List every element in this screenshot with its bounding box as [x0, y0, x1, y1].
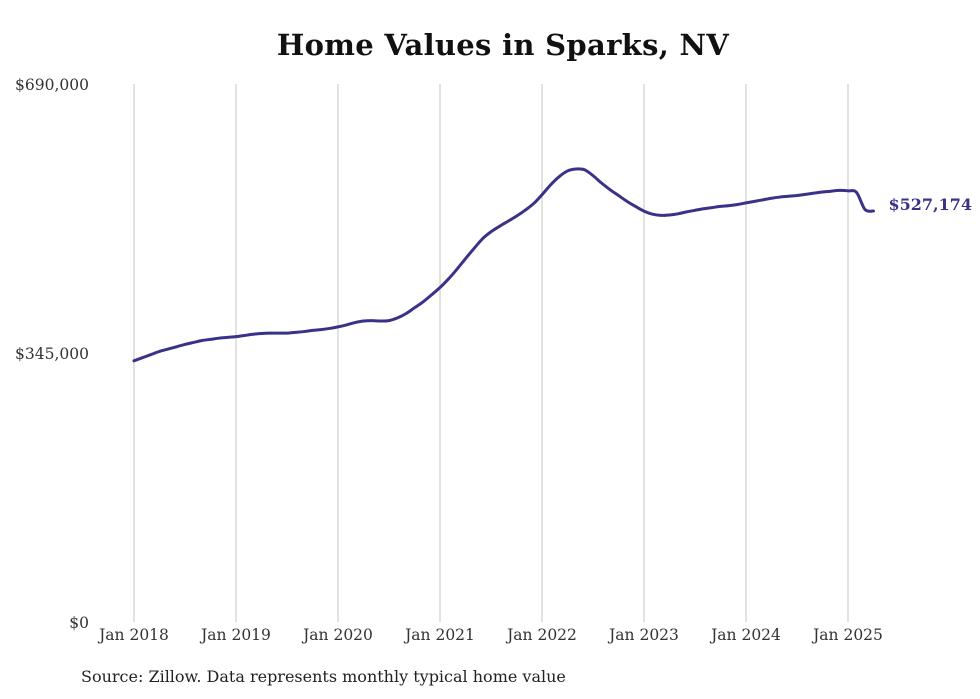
x-axis-tick-labels: Jan 2018 Jan 2019 Jan 2020 Jan 2021 Jan 2022… [97, 626, 883, 644]
annotation-layer: $527,174 [889, 195, 973, 214]
x-tick-label: Jan 2020 [301, 626, 373, 644]
y-tick-label: $345,000 [15, 345, 89, 363]
end-value-label: $527,174 [889, 195, 973, 214]
gridlines [133, 84, 849, 622]
x-tick-label: Jan 2022 [505, 626, 577, 644]
source-note: Source: Zillow. Data represents monthly … [81, 667, 566, 686]
x-tick-label: Jan 2021 [403, 626, 475, 644]
x-tick-label: Jan 2019 [199, 626, 271, 644]
x-tick-label: Jan 2023 [607, 626, 679, 644]
series-line-0 [132, 167, 875, 363]
y-axis-tick-labels: $0 $345,000 $690,000 [15, 76, 89, 632]
x-tick-label: Jan 2018 [97, 626, 169, 644]
chart-title: Home Values in Sparks, NV [276, 28, 730, 62]
series-layer [132, 167, 875, 363]
x-tick-label: Jan 2025 [811, 626, 883, 644]
x-tick-label: Jan 2024 [709, 626, 781, 644]
y-tick-label: $690,000 [15, 76, 89, 94]
y-tick-label: $0 [69, 614, 89, 632]
